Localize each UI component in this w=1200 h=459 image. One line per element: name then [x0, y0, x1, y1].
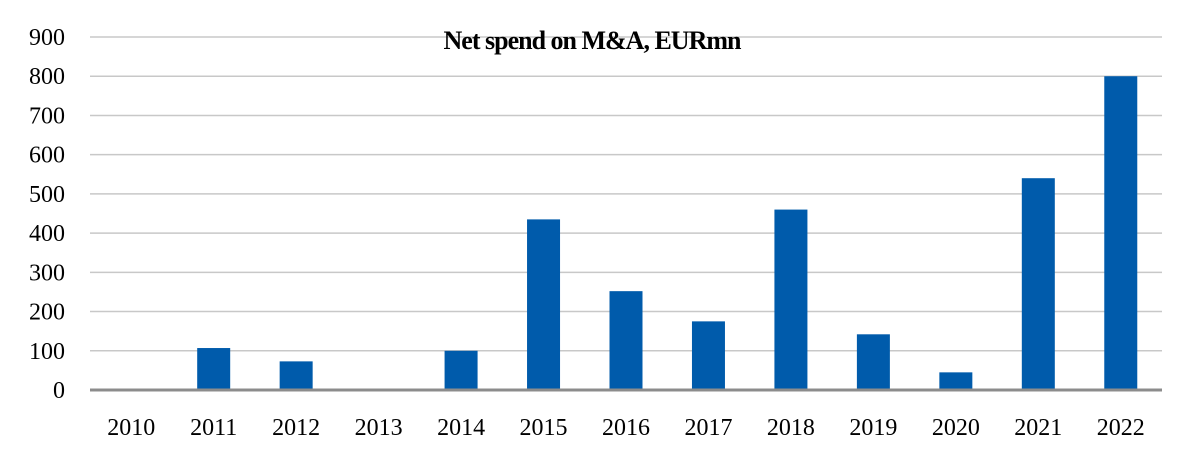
x-tick-label: 2021 [1014, 415, 1062, 441]
x-tick-label: 2018 [767, 415, 815, 441]
y-tick-label: 700 [29, 103, 65, 129]
x-tick-label: 2017 [684, 415, 732, 441]
y-tick-label: 800 [29, 64, 65, 90]
bar [527, 219, 561, 390]
bar [279, 361, 313, 390]
gridlines [90, 36, 1162, 352]
x-tick-label: 2019 [849, 415, 897, 441]
x-tick-label: 2011 [190, 415, 237, 441]
x-tick-label: 2013 [355, 415, 403, 441]
bars [197, 76, 1138, 390]
y-tick-label: 300 [29, 260, 65, 286]
y-tick-label: 200 [29, 300, 65, 326]
bar [1104, 76, 1138, 390]
x-tick-label: 2020 [932, 415, 980, 441]
x-tick-label: 2012 [272, 415, 320, 441]
y-tick-label: 600 [29, 143, 65, 169]
chart-title: Net spend on M&A, EURmn [444, 26, 743, 55]
bar [197, 348, 231, 390]
x-tick-label: 2014 [437, 415, 485, 441]
y-tick-label: 900 [29, 25, 65, 51]
bar [774, 209, 808, 390]
bar [691, 321, 725, 390]
x-tick-label: 2022 [1097, 415, 1145, 441]
bar [444, 350, 478, 390]
y-tick-label: 500 [29, 182, 65, 208]
x-axis-tick-labels: 2010 2011 2012 2013 2014 2015 2016 2017 2018 2019… [107, 415, 1145, 441]
y-axis-tick-labels: 0 100 200 300 400 500 600 700 800 900 [29, 25, 65, 404]
bar [856, 334, 890, 390]
bar [939, 372, 973, 390]
y-tick-label: 0 [53, 378, 65, 404]
x-tick-label: 2015 [520, 415, 568, 441]
x-tick-label: 2016 [602, 415, 650, 441]
x-tick-label: 2010 [107, 415, 155, 441]
y-tick-label: 400 [29, 221, 65, 247]
bar [609, 291, 643, 390]
y-tick-label: 100 [29, 339, 65, 365]
bar [1021, 178, 1055, 390]
